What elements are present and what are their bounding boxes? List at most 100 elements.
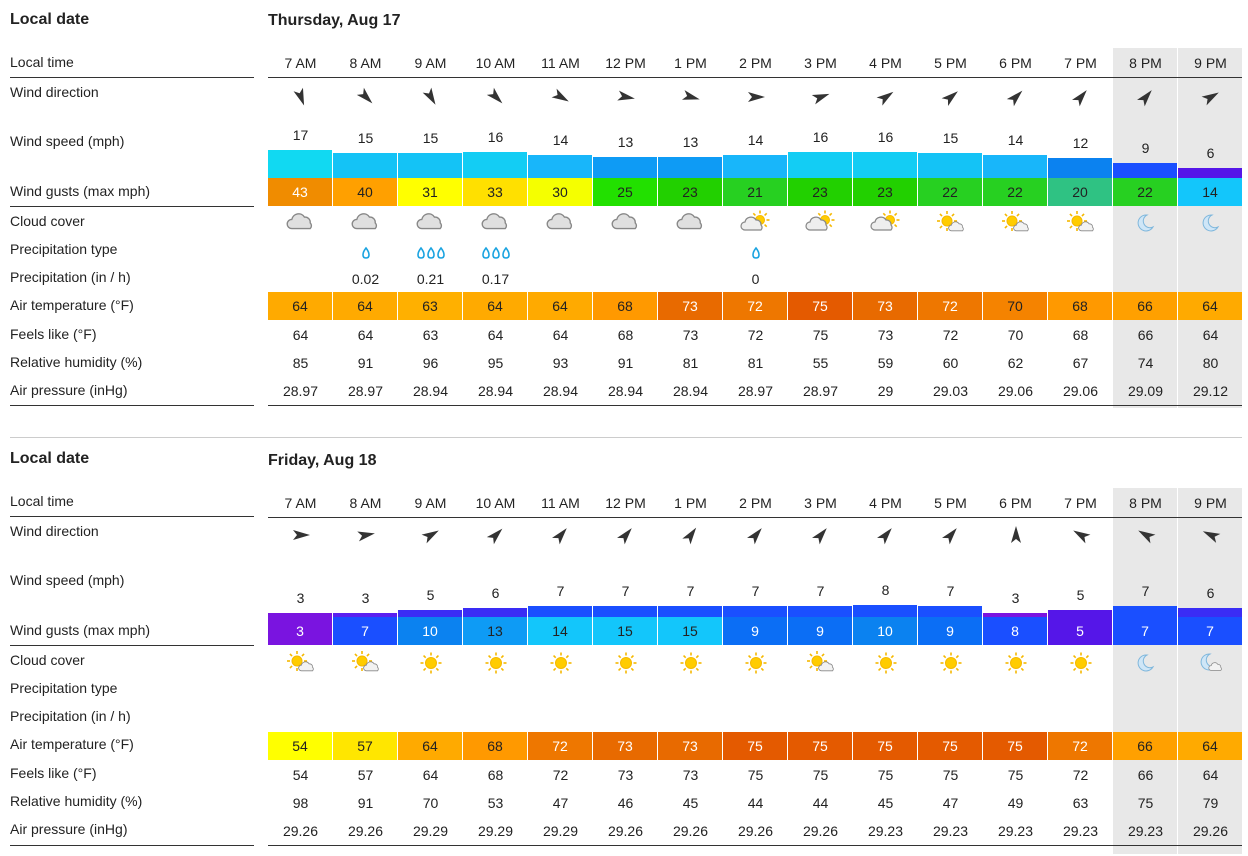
wind-speed-bar <box>723 155 787 178</box>
wind-speed-bar <box>593 157 657 178</box>
wind-speed-value: 12 <box>1072 135 1089 151</box>
pressure-value: 28.97 <box>347 383 384 399</box>
cloudy-icon <box>398 210 463 236</box>
feels-like-value: 68 <box>487 767 504 783</box>
feels-like-value: 64 <box>487 327 504 343</box>
feels-like-value: 75 <box>1007 767 1024 783</box>
wind-speed-value: 14 <box>1007 132 1024 148</box>
wind-direction-arrow-icon <box>853 84 918 110</box>
air-temp-cell: 75 <box>983 732 1047 760</box>
feels-like-value: 75 <box>812 327 829 343</box>
feels-like-value: 68 <box>617 327 634 343</box>
precip-label: Precipitation (in / h) <box>10 708 131 724</box>
row-divider <box>10 77 254 78</box>
time-cell: 8 AM <box>349 495 382 511</box>
bottom-underline <box>268 405 1242 406</box>
time-cell: 7 PM <box>1064 55 1097 71</box>
time-cell: 11 AM <box>541 495 580 511</box>
wind-speed-value: 7 <box>816 583 825 599</box>
time-cell: 4 PM <box>869 55 902 71</box>
cloud-cover-label: Cloud cover <box>10 652 85 668</box>
wind-speed-value: 15 <box>422 130 439 146</box>
pressure-value: 29.29 <box>542 823 579 839</box>
wind-speed-value: 9 <box>1141 140 1150 156</box>
wind-speed-value: 14 <box>552 132 569 148</box>
wind-gust-cell: 22 <box>1113 178 1177 206</box>
wind-speed-bar <box>1113 606 1177 618</box>
pressure-value: 29.12 <box>1192 383 1229 399</box>
time-cell: 9 PM <box>1194 55 1227 71</box>
air-temp-label: Air temperature (°F) <box>10 736 134 752</box>
humidity-value: 95 <box>487 355 504 371</box>
wind-gust-cell: 40 <box>333 178 397 206</box>
sun-icon <box>1048 650 1113 676</box>
humidity-value: 74 <box>1137 355 1154 371</box>
pressure-value: 29.26 <box>607 823 644 839</box>
pressure-value: 28.94 <box>542 383 579 399</box>
precip-value: 0.02 <box>351 271 380 287</box>
wind-speed-value: 7 <box>751 583 760 599</box>
wind-speed-value: 6 <box>1206 145 1215 161</box>
sun-icon <box>983 650 1048 676</box>
wind-speed-value: 7 <box>946 583 955 599</box>
time-cell: 9 AM <box>414 55 447 71</box>
wind-speed-bar <box>853 152 917 178</box>
air-temp-cell: 72 <box>1048 732 1112 760</box>
wind-direction-arrow-icon <box>268 522 333 548</box>
pressure-value: 29.23 <box>1127 823 1164 839</box>
wind-speed-value: 8 <box>881 582 890 598</box>
wind-speed-value: 17 <box>292 127 309 143</box>
wind-direction-arrow-icon <box>398 84 463 110</box>
row-divider <box>10 645 254 646</box>
wind-speed-value: 5 <box>426 587 435 603</box>
pressure-value: 28.94 <box>477 383 514 399</box>
sun-cloud-icon <box>918 210 983 236</box>
wind-speed-value: 5 <box>1076 587 1085 603</box>
air-temp-label: Air temperature (°F) <box>10 297 134 313</box>
humidity-value: 53 <box>487 795 504 811</box>
wind-direction-arrow-icon <box>1178 84 1243 110</box>
pressure-value: 29.26 <box>347 823 384 839</box>
wind-direction-arrow-icon <box>1113 522 1178 548</box>
wind-speed-value: 13 <box>682 134 699 150</box>
feels-like-value: 64 <box>292 327 309 343</box>
wind-direction-label: Wind direction <box>10 523 99 539</box>
wind-speed-value: 16 <box>812 129 829 145</box>
feels-like-value: 73 <box>617 767 634 783</box>
wind-direction-arrow-icon <box>1048 522 1113 548</box>
wind-direction-arrow-icon <box>528 522 593 548</box>
wind-gust-cell: 7 <box>333 617 397 645</box>
wind-gusts-label: Wind gusts (max mph) <box>10 622 151 638</box>
wind-gust-cell: 9 <box>723 617 787 645</box>
pressure-value: 29.26 <box>802 823 839 839</box>
row-divider <box>10 405 254 406</box>
day-separator <box>10 437 1242 438</box>
humidity-value: 47 <box>942 795 959 811</box>
air-temp-cell: 75 <box>853 732 917 760</box>
time-cell: 2 PM <box>739 495 772 511</box>
feels-like-value: 64 <box>422 767 439 783</box>
row-divider <box>10 206 254 207</box>
feels-like-value: 75 <box>877 767 894 783</box>
precip-value: 0.21 <box>416 271 445 287</box>
time-cell: 8 PM <box>1129 495 1162 511</box>
wind-direction-arrow-icon <box>463 84 528 110</box>
wind-direction-arrow-icon <box>658 522 723 548</box>
pressure-value: 29.23 <box>867 823 904 839</box>
wind-speed-bar <box>333 613 397 618</box>
air-temp-cell: 64 <box>1178 732 1242 760</box>
air-temp-cell: 64 <box>463 292 527 320</box>
cloud-cover-label: Cloud cover <box>10 213 85 229</box>
wind-speed-bar <box>528 155 592 178</box>
air-temp-cell: 63 <box>398 292 462 320</box>
pressure-value: 29.26 <box>737 823 774 839</box>
pressure-value: 28.97 <box>737 383 774 399</box>
time-cell: 5 PM <box>934 495 967 511</box>
humidity-value: 67 <box>1072 355 1089 371</box>
pressure-label: Air pressure (inHg) <box>10 821 128 837</box>
air-temp-cell: 68 <box>593 292 657 320</box>
wind-direction-arrow-icon <box>918 522 983 548</box>
humidity-value: 91 <box>357 795 374 811</box>
air-temp-cell: 66 <box>1113 292 1177 320</box>
wind-speed-bar <box>463 152 527 178</box>
